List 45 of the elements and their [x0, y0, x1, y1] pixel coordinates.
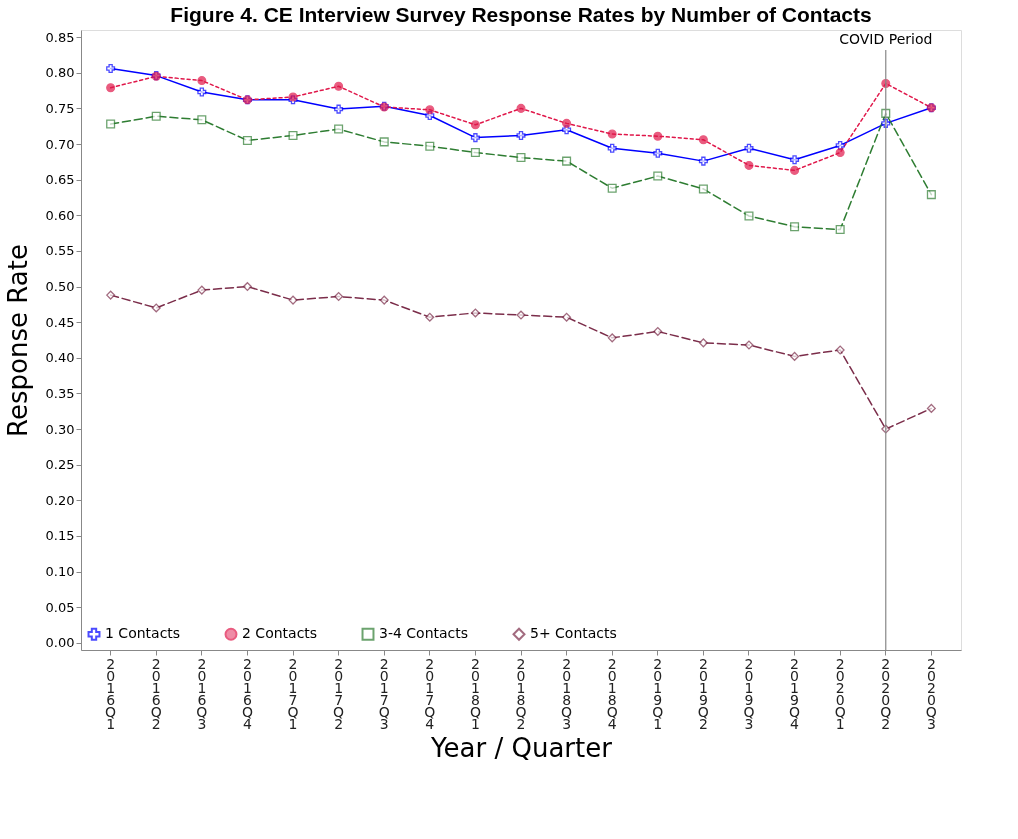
y-tick-label: 0.80 [45, 65, 75, 81]
y-tick-label: 0.15 [45, 528, 75, 544]
y-tick-label: 0.35 [45, 385, 75, 401]
chart-title: Figure 4. CE Interview Survey Response Rates by Number of Contacts [170, 3, 872, 26]
y-tick-label: 0.05 [45, 599, 75, 615]
y-tick-label: 0.30 [45, 421, 75, 437]
ref-line-label: COVID Period [839, 31, 933, 47]
x-tick-label: 2018Q4 [606, 655, 618, 732]
x-tick-label: 2017Q1 [287, 655, 299, 732]
x-tick-label: 2020Q3 [925, 655, 937, 732]
y-tick-label: 0.60 [45, 207, 75, 223]
x-tick-label: 2019Q1 [652, 655, 664, 732]
x-tick-label: 2016Q2 [150, 655, 162, 732]
y-tick-label: 0.65 [45, 172, 75, 188]
x-tick-label: 2016Q1 [105, 655, 117, 732]
x-tick-label: 2019Q3 [743, 655, 755, 732]
y-tick-label: 0.45 [45, 314, 75, 330]
x-tick-label: 2016Q4 [241, 655, 253, 732]
y-tick-label: 0.75 [45, 100, 75, 116]
x-tick-label: 2017Q2 [333, 655, 345, 732]
y-tick-label: 0.00 [45, 635, 75, 651]
y-tick-label: 0.20 [45, 492, 75, 508]
x-tick-label: 2018Q2 [515, 655, 527, 732]
x-axis-title: Year / Quarter [430, 732, 613, 763]
x-tick-label: 2017Q4 [424, 655, 436, 732]
x-tick-label: 2020Q2 [880, 655, 892, 732]
x-tick-label: 2018Q1 [469, 655, 481, 732]
x-tick-label: 2017Q3 [378, 655, 390, 732]
legend-label: 1 Contacts [105, 625, 181, 642]
y-axis-title: Response Rate [2, 244, 33, 437]
x-tick-label: 2020Q1 [834, 655, 846, 732]
legend-label: 5+ Contacts [530, 625, 617, 642]
y-tick-label: 0.50 [45, 279, 75, 295]
y-tick-label: 0.85 [45, 29, 75, 45]
x-tick-label: 2019Q2 [697, 655, 709, 732]
y-tick-label: 0.55 [45, 243, 75, 259]
y-tick-label: 0.25 [45, 457, 75, 473]
y-tick-label: 0.70 [45, 136, 75, 152]
x-tick-label: 2016Q3 [196, 655, 208, 732]
legend-label: 2 Contacts [242, 625, 318, 642]
legend-label: 3-4 Contacts [379, 625, 469, 642]
y-tick-label: 0.10 [45, 564, 75, 580]
y-tick-label: 0.40 [45, 350, 75, 366]
x-tick-label: 2019Q4 [789, 655, 801, 732]
x-tick-label: 2018Q3 [561, 655, 573, 732]
